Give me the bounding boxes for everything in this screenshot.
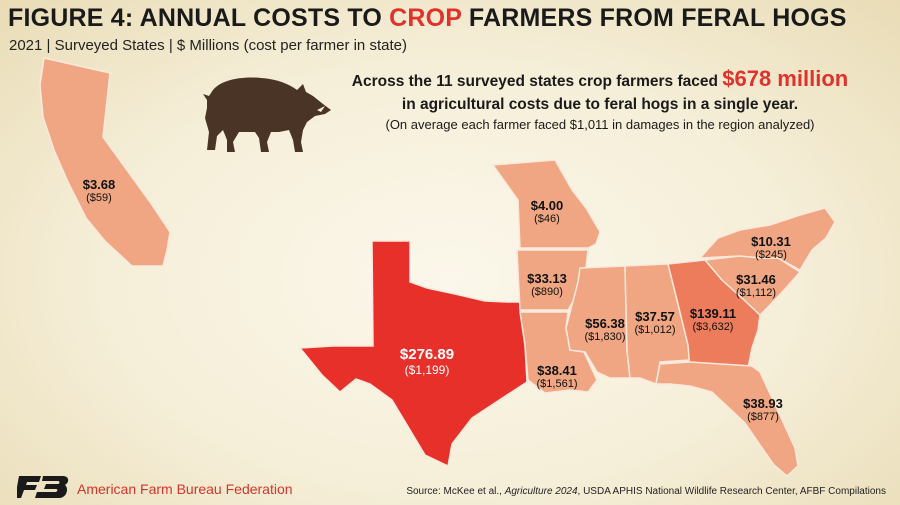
label-north-carolina: $10.31 ($245)	[751, 234, 791, 261]
source-note: Source: McKee et al., Agriculture 2024, …	[406, 486, 886, 497]
label-alabama: $37.57 ($1,012)	[634, 309, 676, 336]
state-north-carolina	[698, 207, 836, 272]
summary-callout: Across the 11 surveyed states crop farme…	[351, 66, 849, 132]
label-missouri: $4.00 ($46)	[530, 198, 564, 225]
label-texas: $276.89 ($1,199)	[399, 346, 455, 377]
label-california: $3.68 ($59)	[82, 177, 116, 204]
organization-name: American Farm Bureau Federation	[77, 481, 293, 497]
state-california	[39, 57, 171, 267]
state-missouri	[491, 159, 601, 249]
title-highlight: CROP	[389, 4, 462, 32]
state-florida	[655, 361, 799, 477]
label-florida: $38.93 ($877)	[743, 396, 783, 423]
label-georgia: $139.11 ($3,632)	[689, 306, 737, 333]
label-louisiana: $38.41 ($1,561)	[536, 363, 578, 390]
label-south-carolina: $31.46 ($1,112)	[735, 272, 777, 299]
state-texas	[298, 240, 528, 468]
feral-hog-icon	[203, 77, 331, 152]
total-cost-highlight: $678 million	[722, 66, 849, 91]
page-title: FIGURE 4: ANNUAL COSTS TO CROP FARMERS F…	[8, 4, 847, 32]
afbf-logo-icon	[17, 476, 69, 498]
page-subtitle: 2021 | Surveyed States | $ Millions (cos…	[9, 37, 407, 54]
label-arkansas: $33.13 ($890)	[527, 271, 567, 298]
label-mississippi: $56.38 ($1,830)	[584, 316, 626, 343]
